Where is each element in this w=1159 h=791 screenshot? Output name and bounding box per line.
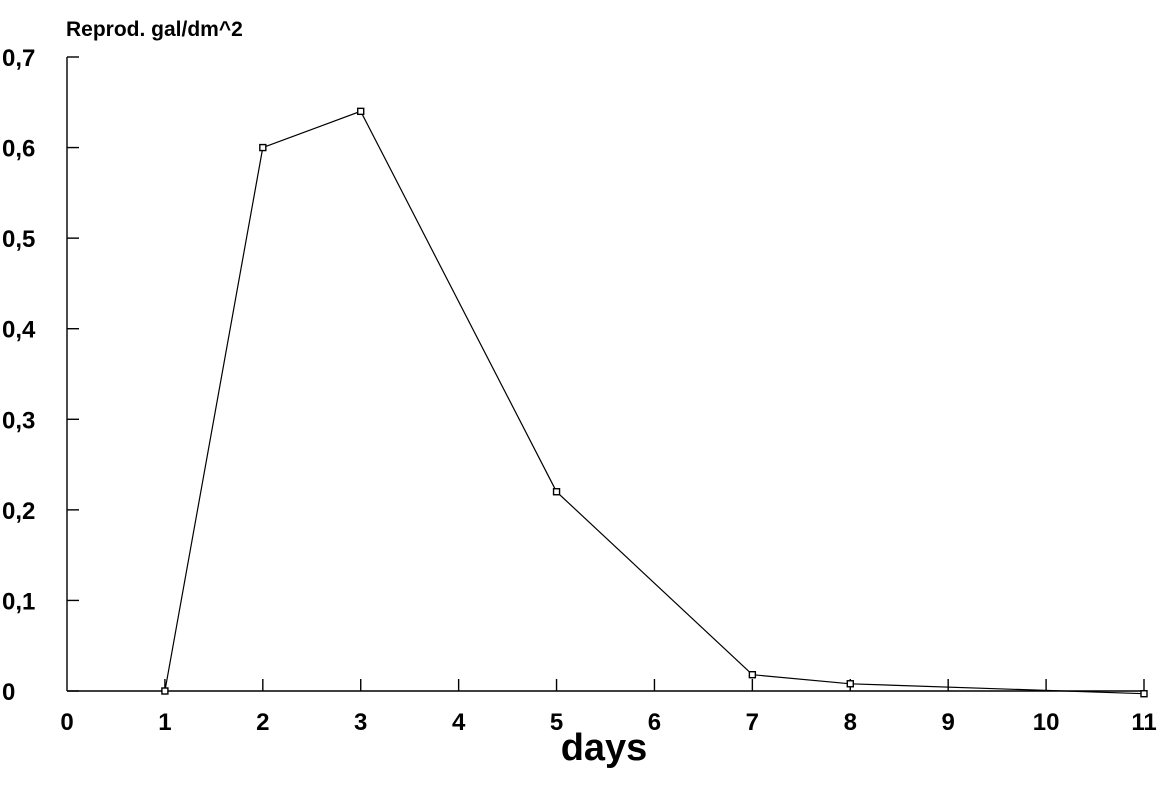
x-tick-label: 2 (256, 709, 269, 736)
y-axis-label: Reprod. gal/dm^2 (66, 18, 243, 41)
x-tick-label: 11 (1131, 709, 1156, 736)
x-tick-label: 3 (354, 709, 367, 736)
y-tick-label: 0 (2, 679, 15, 706)
x-axis: 0 1 2 3 4 5 6 7 8 9 10 11 (60, 679, 1157, 736)
data-point (357, 107, 365, 116)
y-tick-label: 0,4 (2, 317, 36, 344)
data-point (259, 143, 267, 152)
x-tick-label: 0 (60, 709, 73, 736)
x-tick-label: 7 (746, 709, 759, 736)
x-axis-label: days (561, 727, 648, 769)
plot-area (161, 107, 1148, 698)
x-tick-label: 6 (648, 709, 661, 736)
data-point (161, 687, 169, 695)
x-tick-label: 4 (452, 709, 466, 736)
y-tick-label: 0,3 (2, 407, 35, 434)
data-point (1140, 690, 1148, 698)
y-tick-label: 0,1 (2, 588, 35, 615)
x-tick-label: 5 (550, 709, 563, 736)
data-point (846, 680, 854, 688)
y-tick-label: 0,5 (2, 226, 35, 253)
x-tick-label: 9 (942, 709, 955, 736)
data-point (748, 670, 757, 679)
y-tick-label: 0,2 (2, 498, 35, 525)
data-point (552, 488, 561, 496)
y-tick-label: 0,7 (2, 45, 35, 72)
y-axis: 0 0,1 0,2 0,3 0,4 0,5 0,6 0,7 (2, 45, 79, 706)
x-tick-label: 10 (1033, 709, 1060, 736)
series-line (164, 110, 1145, 695)
y-tick-label: 0,6 (2, 136, 35, 163)
x-tick-label: 8 (844, 709, 857, 736)
x-tick-label: 1 (158, 709, 171, 736)
